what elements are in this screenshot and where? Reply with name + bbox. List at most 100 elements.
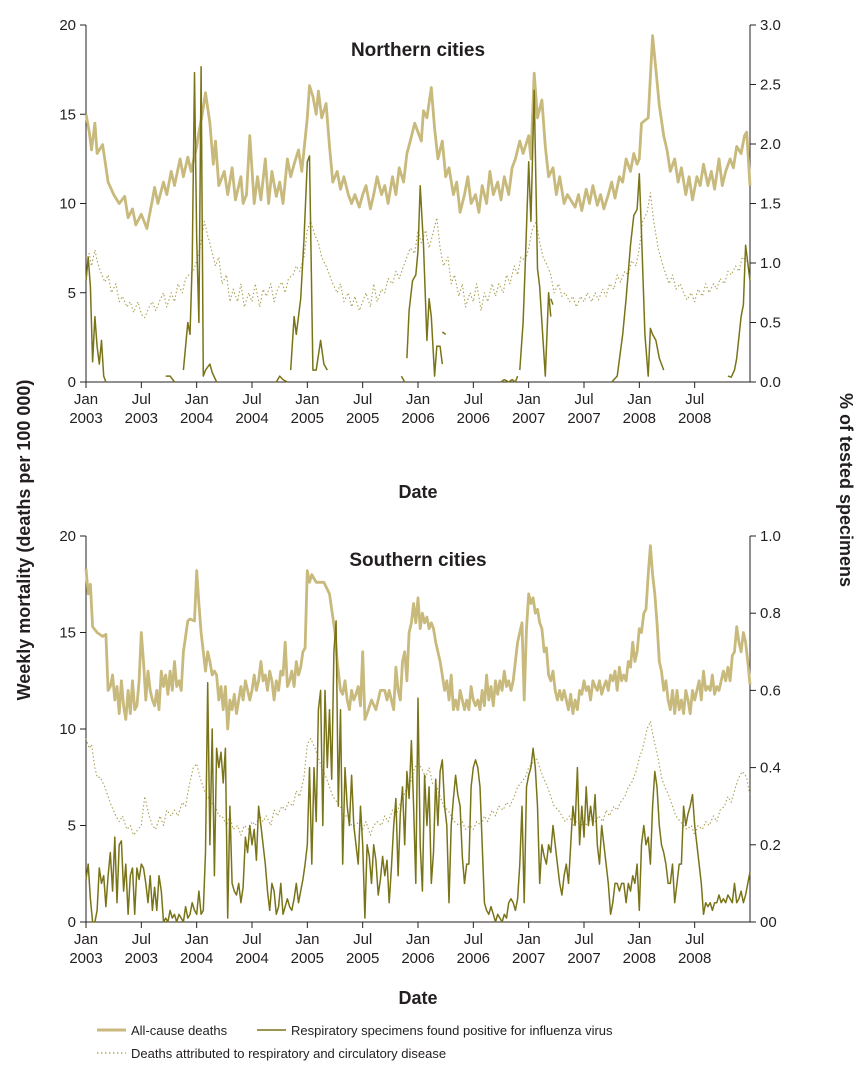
y-left-tick-label: 5 xyxy=(68,285,76,302)
x-tick-label-year: 2007 xyxy=(512,950,545,967)
x-tick-label-month: Jul xyxy=(685,391,704,408)
y-right-tick-label: 0.6 xyxy=(760,682,781,699)
legend-label-resp-circ: Deaths attributed to respiratory and cir… xyxy=(131,1046,446,1061)
x-tick-label-year: 2006 xyxy=(457,950,490,967)
panel-title: Southern cities xyxy=(349,550,486,571)
series-line-influenza xyxy=(519,89,552,377)
x-tick-label-month: Jan xyxy=(185,391,209,408)
x-tick-label-month: Jul xyxy=(574,391,593,408)
x-tick-label-month: Jul xyxy=(242,931,261,948)
northern-cities-panel: 0 5 10 15 20 0.0 0.5 1.0 1.5 2.0 2.5 3.0 Jan 2003 Jul 2… xyxy=(59,17,781,502)
southern-cities-panel: 0 5 10 15 20 00 0.2 0.4 0.6 0.8 1.0 Jan 2003 Jul 2003 J… xyxy=(59,528,781,1008)
x-tick-label-month: Jan xyxy=(74,391,98,408)
x-tick-label-year: 2008 xyxy=(623,410,656,427)
y-left-tick-label: 10 xyxy=(59,196,76,213)
x-tick-label-month: Jul xyxy=(353,391,372,408)
y-axis-left-title: Weekly mortality (deaths per 100 000) xyxy=(14,380,34,701)
x-tick-label-year: 2003 xyxy=(125,410,158,427)
panel-title: Northern cities xyxy=(351,40,485,61)
x-tick-label-month: Jul xyxy=(574,931,593,948)
y-right-tick-label: 2.0 xyxy=(760,136,781,153)
y-right-tick-label: 1.0 xyxy=(760,255,781,272)
series-line-influenza xyxy=(727,244,751,378)
series-line-all-cause xyxy=(84,544,752,731)
x-tick-label-month: Jul xyxy=(353,931,372,948)
x-tick-label-month: Jul xyxy=(685,931,704,948)
y-right-tick-label: 0.0 xyxy=(760,374,781,391)
x-tick-label-year: 2004 xyxy=(180,410,213,427)
x-tick-label-year: 2003 xyxy=(69,410,102,427)
x-tick-label-month: Jan xyxy=(517,931,541,948)
x-tick-label-month: Jan xyxy=(627,391,651,408)
x-tick-label-month: Jan xyxy=(74,931,98,948)
y-right-tick-label: 0.8 xyxy=(760,605,781,622)
series-line-resp-circ xyxy=(85,720,751,836)
x-tick-label-month: Jul xyxy=(464,931,483,948)
x-axis-title: Date xyxy=(398,988,437,1008)
x-tick-label-month: Jan xyxy=(406,931,430,948)
legend-label-all-cause: All-cause deaths xyxy=(131,1023,228,1038)
x-tick-label-year: 2004 xyxy=(235,950,268,967)
x-tick-label-year: 2005 xyxy=(291,950,324,967)
y-right-tick-label: 0.5 xyxy=(760,315,781,332)
series-line-influenza xyxy=(182,65,218,383)
y-left-tick-label: 20 xyxy=(59,528,76,545)
y-right-tick-label: 0.2 xyxy=(760,837,781,854)
y-axis-right-title: % of tested specimens xyxy=(836,393,856,587)
x-tick-label-year: 2006 xyxy=(401,410,434,427)
x-tick-label-year: 2006 xyxy=(457,410,490,427)
x-tick-label-month: Jul xyxy=(132,931,151,948)
series-line-influenza xyxy=(611,173,665,383)
y-left-tick-label: 0 xyxy=(68,374,76,391)
y-left-tick-label: 0 xyxy=(68,914,76,931)
series-line-influenza xyxy=(406,184,444,377)
y-left-tick-label: 20 xyxy=(59,17,76,34)
series-line-influenza xyxy=(550,298,554,305)
series-line-resp-circ xyxy=(85,192,751,319)
y-left-tick-label: 5 xyxy=(68,818,76,835)
series-line-influenza xyxy=(500,375,519,383)
series-line-all-cause xyxy=(84,34,752,230)
x-tick-label-year: 2005 xyxy=(291,410,324,427)
x-tick-label-year: 2008 xyxy=(678,410,711,427)
x-tick-label-month: Jul xyxy=(132,391,151,408)
x-tick-label-year: 2007 xyxy=(567,950,600,967)
series-line-influenza xyxy=(289,155,328,371)
x-tick-label-month: Jan xyxy=(185,931,209,948)
x-tick-label-year: 2003 xyxy=(69,950,102,967)
x-tick-label-year: 2007 xyxy=(567,410,600,427)
x-tick-label-month: Jul xyxy=(464,391,483,408)
y-right-tick-label: 00 xyxy=(760,914,777,931)
y-right-tick-label: 3.0 xyxy=(760,17,781,34)
series-line-influenza xyxy=(85,620,751,923)
x-tick-label-month: Jul xyxy=(242,391,261,408)
x-tick-label-year: 2005 xyxy=(346,950,379,967)
legend: All-cause deaths Respiratory specimens f… xyxy=(97,1023,613,1061)
y-right-tick-label: 1.0 xyxy=(760,528,781,545)
x-tick-label-year: 2004 xyxy=(180,950,213,967)
y-left-tick-label: 10 xyxy=(59,721,76,738)
x-tick-label-year: 2008 xyxy=(678,950,711,967)
x-tick-label-year: 2007 xyxy=(512,410,545,427)
x-tick-label-year: 2008 xyxy=(623,950,656,967)
x-tick-label-month: Jan xyxy=(406,391,430,408)
x-tick-label-year: 2006 xyxy=(401,950,434,967)
x-axis-title: Date xyxy=(398,482,437,502)
legend-label-influenza: Respiratory specimens found positive for… xyxy=(291,1023,613,1038)
x-tick-label-year: 2003 xyxy=(125,950,158,967)
x-tick-label-year: 2004 xyxy=(235,410,268,427)
x-tick-label-month: Jan xyxy=(627,931,651,948)
series-line-influenza xyxy=(441,331,447,336)
y-left-tick-label: 15 xyxy=(59,106,76,123)
x-tick-label-year: 2005 xyxy=(346,410,379,427)
series-line-influenza xyxy=(275,375,288,383)
y-right-tick-label: 1.5 xyxy=(760,196,781,213)
y-right-tick-label: 0.4 xyxy=(760,760,781,777)
y-left-tick-label: 15 xyxy=(59,625,76,642)
x-tick-label-month: Jan xyxy=(517,391,541,408)
y-right-tick-label: 2.5 xyxy=(760,77,781,94)
series-line-influenza xyxy=(165,375,176,383)
series-line-influenza xyxy=(400,375,406,383)
x-tick-label-month: Jan xyxy=(295,931,319,948)
